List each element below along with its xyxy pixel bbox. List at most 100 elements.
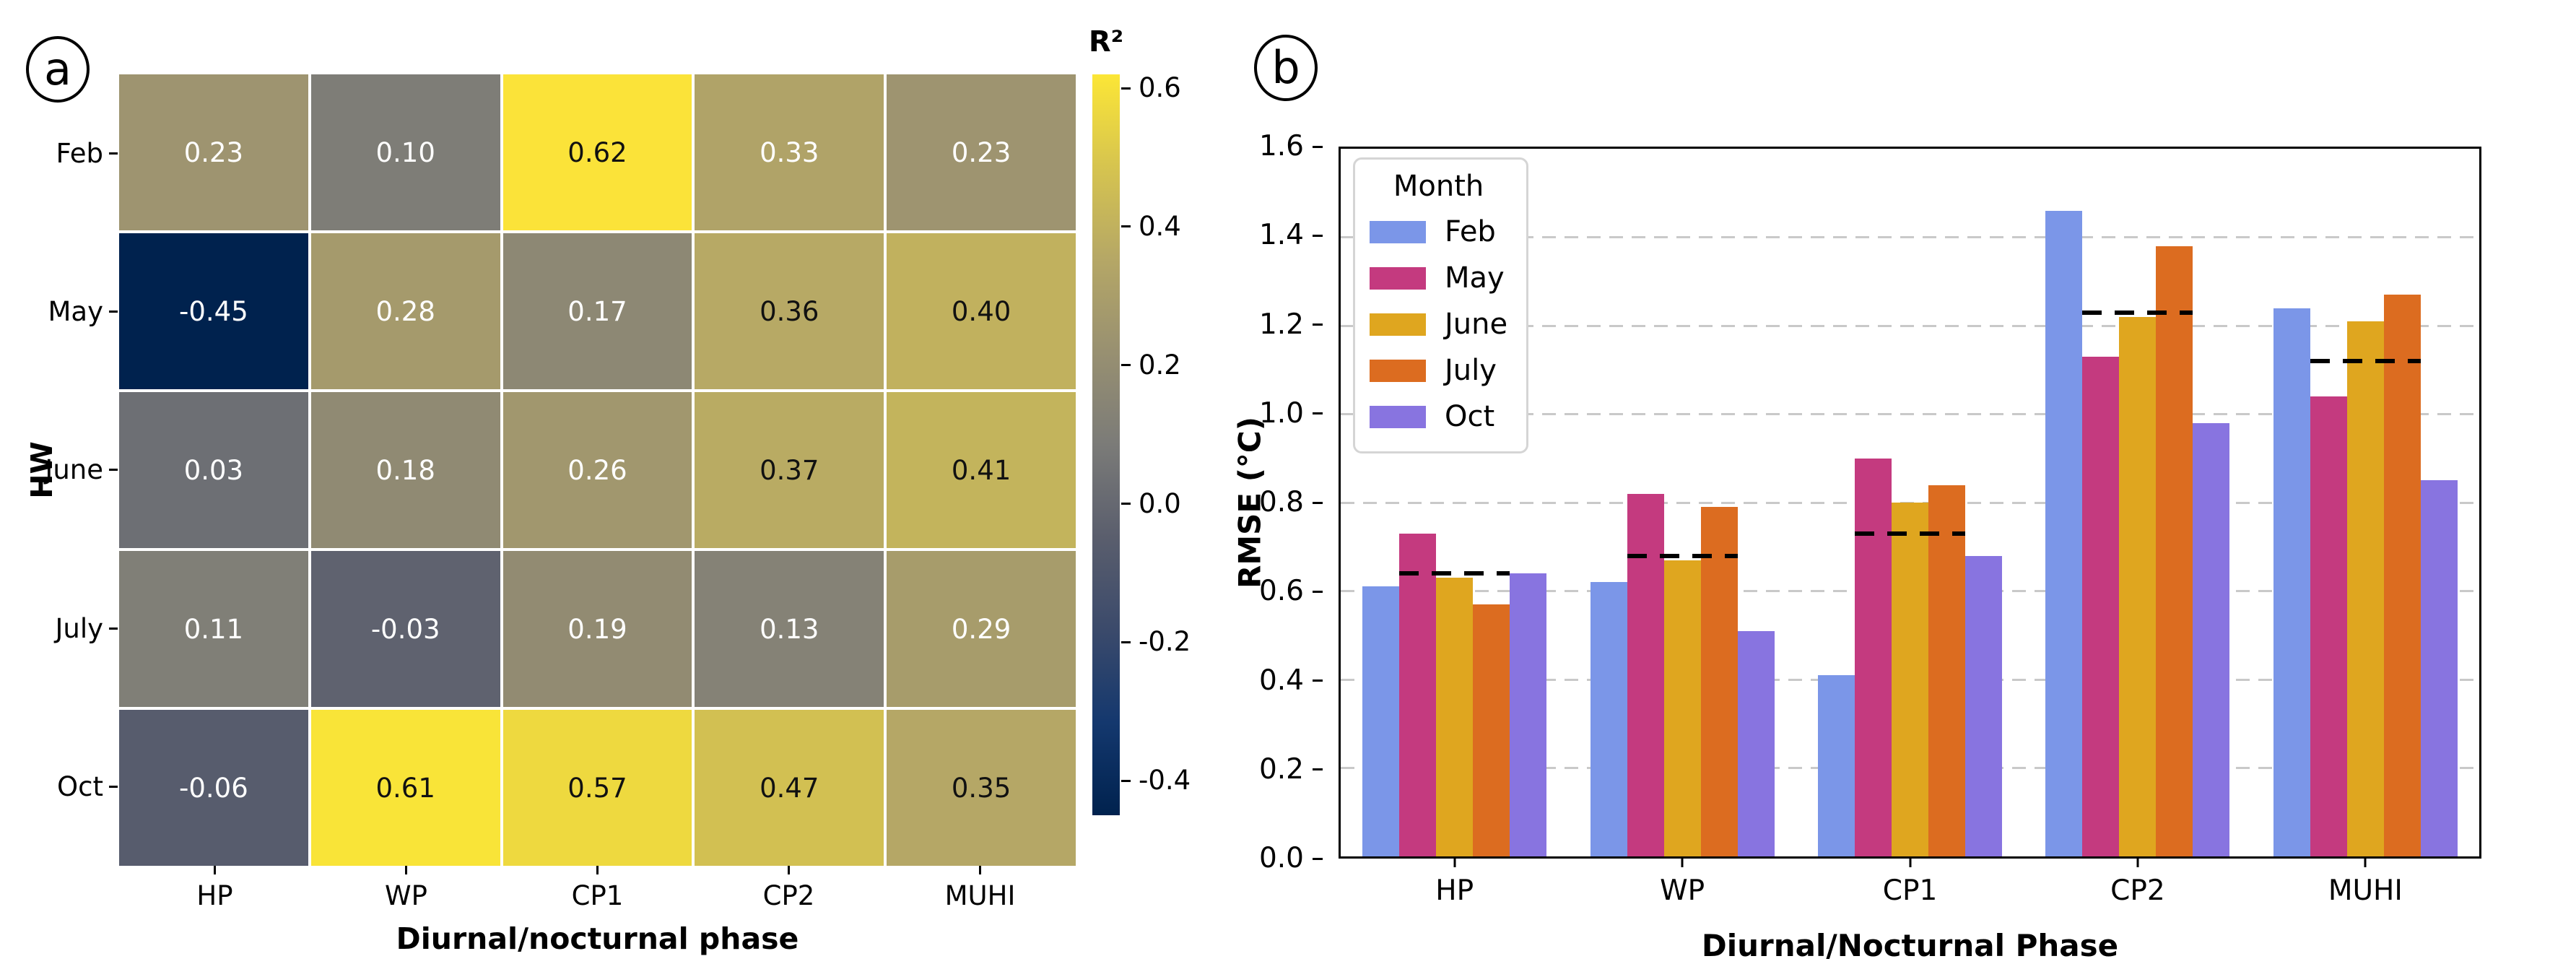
y-axis-tick-mark bbox=[1313, 234, 1323, 237]
y-axis-tick-mark bbox=[1313, 501, 1323, 504]
y-tick-mark bbox=[109, 152, 118, 155]
y-axis-tick-label: 1.0 bbox=[1258, 396, 1304, 430]
heatmap-col-label-WP: WP bbox=[310, 866, 502, 931]
y-axis-tick-mark bbox=[1313, 679, 1323, 682]
bar-HP-Feb bbox=[1362, 586, 1400, 856]
heatmap-cell-Oct-WP: 0.61 bbox=[310, 710, 500, 866]
heatmap-cell-May-CP1: 0.17 bbox=[502, 233, 692, 389]
y-axis-tick-label: 0.8 bbox=[1258, 486, 1304, 518]
heatmap-cell-June-WP: 0.18 bbox=[310, 392, 500, 548]
row-label-text: Feb bbox=[56, 138, 103, 170]
colorbar-tick-mark bbox=[1121, 779, 1131, 782]
y-tick-mark bbox=[109, 469, 118, 472]
legend-label-June: June bbox=[1445, 308, 1508, 341]
heatmap-cell-Feb-WP: 0.10 bbox=[310, 74, 500, 230]
bar-CP1-July bbox=[1928, 485, 1966, 856]
bar-chart-plot-area: HP WP CP1 CP2 MUHI bbox=[1339, 147, 2481, 907]
bar-CP2-Feb bbox=[2045, 210, 2083, 856]
col-label-text: MUHI bbox=[944, 880, 1016, 911]
x-tick-mark bbox=[596, 866, 599, 874]
heatmap-cell-June-HP: 0.03 bbox=[119, 392, 308, 548]
bar-MUHI-Oct bbox=[2420, 480, 2458, 856]
mean-line-WP bbox=[1627, 553, 1738, 558]
x-tick-mark bbox=[979, 866, 981, 874]
legend-swatch-Oct bbox=[1370, 405, 1426, 428]
legend-swatch-July bbox=[1370, 359, 1426, 382]
row-label-text: May bbox=[48, 296, 104, 328]
colorbar-tick-label: 0.6 bbox=[1139, 72, 1181, 104]
heatmap-cell-Oct-HP: -0.06 bbox=[119, 710, 308, 866]
y-axis-tick-label: 1.6 bbox=[1258, 130, 1304, 162]
y-axis-tick-label: 0.0 bbox=[1258, 842, 1304, 874]
y-axis-tick-label: 1.4 bbox=[1258, 219, 1304, 252]
colorbar: R² 0.6 0.4 0.2 0.0 -0.2 -0.4 bbox=[1089, 25, 1191, 815]
row-label-text: July bbox=[55, 612, 103, 644]
bar-WP-June bbox=[1663, 560, 1701, 856]
colorbar-title: R² bbox=[1088, 25, 1124, 58]
panel-a-letter: a bbox=[26, 36, 90, 103]
x-axis-tick-label-MUHI: MUHI bbox=[2328, 874, 2403, 907]
y-axis-tick-label: 0.4 bbox=[1258, 664, 1304, 697]
mean-line-CP2 bbox=[2082, 310, 2193, 315]
bar-chart-xlabel: Diurnal/Nocturnal Phase bbox=[1701, 928, 2119, 963]
heatmap-col-label-HP: HP bbox=[119, 866, 310, 931]
legend-entry-June: June bbox=[1370, 301, 1507, 347]
y-tick-mark bbox=[109, 627, 118, 630]
bar-HP-May bbox=[1399, 533, 1437, 856]
bar-MUHI-Feb bbox=[2273, 308, 2310, 856]
legend-entry-May: May bbox=[1370, 255, 1507, 301]
heatmap-cell-July-HP: 0.11 bbox=[119, 551, 308, 707]
colorbar-tick-label: -0.4 bbox=[1139, 765, 1191, 796]
heatmap-row-label-Feb: Feb bbox=[0, 74, 119, 233]
heatmap-cell-Oct-CP2: 0.47 bbox=[695, 710, 884, 866]
bar-WP-Oct bbox=[1737, 630, 1775, 856]
mean-line-MUHI bbox=[2310, 359, 2421, 363]
bar-CP2-May bbox=[2082, 356, 2120, 856]
heatmap-cell-May-MUHI: 0.40 bbox=[887, 233, 1076, 389]
x-tick-mark bbox=[214, 866, 216, 874]
legend-entry-July: July bbox=[1370, 347, 1507, 394]
colorbar-tick-label: 0.2 bbox=[1139, 349, 1181, 381]
legend-label-Oct: Oct bbox=[1445, 400, 1495, 433]
gridline-y-1.4 bbox=[1341, 236, 2479, 238]
heatmap-xlabel: Diurnal/nocturnal phase bbox=[396, 921, 799, 956]
heatmap-col-label-CP2: CP2 bbox=[693, 866, 884, 931]
y-tick-mark bbox=[109, 785, 118, 788]
heatmap-cell-July-WP: -0.03 bbox=[310, 551, 500, 707]
colorbar-tick-mark bbox=[1121, 503, 1131, 505]
heatmap-cell-May-WP: 0.28 bbox=[310, 233, 500, 389]
col-label-text: HP bbox=[196, 880, 233, 911]
x-axis-tick-label-CP1: CP1 bbox=[1882, 874, 1938, 907]
x-axis-tick-label-WP: WP bbox=[1660, 874, 1705, 907]
y-axis-tick-mark bbox=[1313, 768, 1323, 771]
bar-group-MUHI: MUHI bbox=[2252, 149, 2479, 907]
y-tick-mark bbox=[109, 311, 118, 313]
y-axis-tick-label: 0.2 bbox=[1258, 752, 1304, 786]
legend-label-May: May bbox=[1445, 261, 1505, 295]
bar-CP1-May bbox=[1855, 458, 1892, 856]
col-label-text: CP2 bbox=[762, 880, 815, 911]
legend-swatch-Feb bbox=[1370, 220, 1426, 243]
bar-CP1-June bbox=[1892, 503, 1929, 856]
bar-HP-Oct bbox=[1510, 573, 1547, 856]
colorbar-tick-mark bbox=[1121, 87, 1131, 90]
y-axis-tick-mark bbox=[1313, 412, 1323, 415]
bar-CP2-June bbox=[2119, 316, 2157, 856]
heatmap-cell-Oct-CP1: 0.57 bbox=[502, 710, 692, 866]
bar-group-HP: HP bbox=[1341, 149, 1568, 907]
heatmap-cell-May-HP: -0.45 bbox=[119, 233, 308, 389]
heatmap-row-label-Oct: Oct bbox=[0, 708, 119, 866]
legend-entry-Feb: Feb bbox=[1370, 209, 1507, 255]
bar-WP-July bbox=[1700, 507, 1738, 856]
legend-entries: Feb May June July Oct bbox=[1370, 209, 1507, 440]
x-axis-tick-mark bbox=[2364, 856, 2367, 867]
heatmap-cell-June-CP2: 0.37 bbox=[695, 392, 884, 548]
heatmap-row-label-June: June bbox=[0, 391, 119, 549]
colorbar-tick-mark bbox=[1121, 364, 1131, 367]
x-axis-tick-mark bbox=[1909, 856, 1912, 867]
colorbar-tick-mark bbox=[1121, 641, 1131, 643]
y-axis-tick-label: 0.6 bbox=[1258, 575, 1304, 608]
panel-b-letter: b bbox=[1254, 35, 1318, 101]
heatmap-cell-Feb-CP1: 0.62 bbox=[502, 74, 692, 230]
